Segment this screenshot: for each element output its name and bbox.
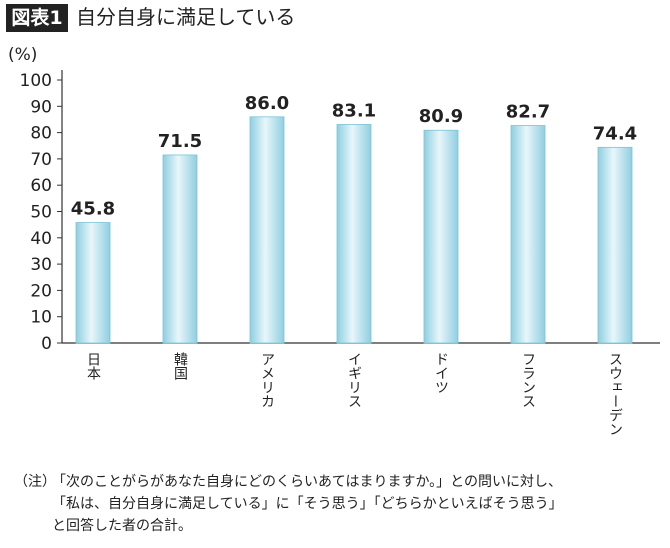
- note-line: と回答した者の合計。: [52, 517, 192, 534]
- bar: [510, 125, 546, 344]
- note-mark: （注）: [14, 474, 56, 490]
- value-label: 83.1: [332, 100, 376, 121]
- value-label: 74.4: [593, 123, 637, 144]
- x-tick-label: 日本: [85, 352, 101, 380]
- value-label: 86.0: [245, 93, 289, 114]
- bar: [75, 222, 111, 344]
- note-line: 「次のことがらがあなた自身にどのくらいあてはまりますか。」との問いに対し、: [52, 474, 562, 490]
- x-tick-label: フランス: [520, 352, 536, 408]
- y-tick-label: 70: [30, 150, 52, 170]
- x-tick-label: 韓国: [172, 352, 188, 380]
- bar: [162, 154, 198, 344]
- y-tick-label: 0: [41, 334, 52, 354]
- bar: [336, 124, 372, 344]
- y-tick-label: 40: [30, 229, 52, 249]
- bar: [423, 129, 459, 344]
- value-label: 45.8: [71, 199, 115, 220]
- y-tick-label: 80: [30, 124, 52, 144]
- y-tick-label: 100: [20, 71, 52, 91]
- x-tick-label: ドイツ: [433, 352, 449, 394]
- y-tick-label: 90: [30, 97, 52, 117]
- note-line: 「私は、自分自身に満足している」に「そう思う」「どちらかといえばそう思う」: [52, 496, 563, 512]
- value-label: 82.7: [506, 101, 550, 122]
- y-tick-label: 10: [30, 308, 52, 328]
- chart-title: 自分自身に満足している: [76, 5, 295, 29]
- x-tick-label: スウェーデン: [607, 352, 623, 436]
- value-label: 80.9: [419, 106, 463, 127]
- value-label: 71.5: [158, 131, 202, 152]
- x-tick-label: アメリカ: [259, 352, 275, 408]
- figure-label: 図表1: [11, 6, 62, 29]
- x-tick-label: イギリス: [346, 352, 362, 408]
- y-tick-label: 50: [30, 203, 52, 223]
- y-unit: (%): [8, 45, 37, 65]
- y-tick-label: 20: [30, 281, 52, 301]
- y-tick-label: 60: [30, 176, 52, 196]
- bar: [597, 146, 633, 344]
- bar: [249, 116, 285, 344]
- label-box: [6, 4, 68, 32]
- y-tick-label: 30: [30, 255, 52, 275]
